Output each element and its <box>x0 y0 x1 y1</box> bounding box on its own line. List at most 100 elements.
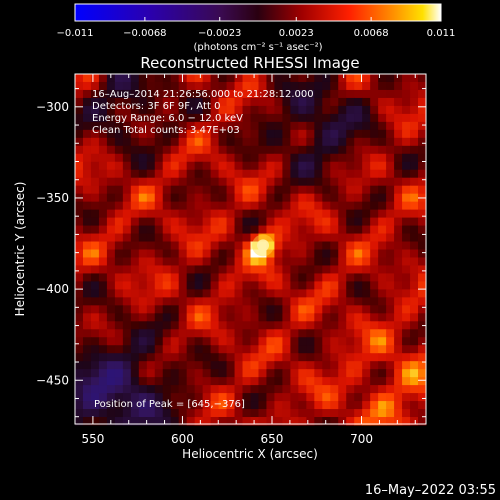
heatmap-cell <box>418 305 427 314</box>
heatmap-cell <box>362 281 371 290</box>
heatmap-cell <box>186 249 196 258</box>
heatmap-cell <box>418 241 427 250</box>
heatmap-cell <box>114 313 124 322</box>
heatmap-cell <box>218 385 227 394</box>
heatmap-cell <box>186 257 196 266</box>
heatmap-cell <box>410 385 419 394</box>
heatmap-cell <box>186 321 196 330</box>
heatmap-cell <box>194 97 204 107</box>
heatmap-cell <box>298 233 307 242</box>
heatmap-cell <box>298 249 307 258</box>
heatmap-cell <box>306 74 315 83</box>
heatmap-cell <box>210 217 219 226</box>
heatmap-cell <box>322 113 331 123</box>
heatmap-cell <box>146 201 156 211</box>
heatmap-cell <box>138 257 148 266</box>
heatmap-cell <box>154 97 164 107</box>
heatmap-cell <box>370 289 379 298</box>
heatmap-cell <box>354 353 363 362</box>
heatmap-cell <box>162 369 172 378</box>
heatmap-cell <box>402 145 411 155</box>
heatmap-cell <box>90 337 100 346</box>
heatmap-cell <box>298 81 307 91</box>
heatmap-cell <box>75 74 84 83</box>
heatmap-cell <box>306 217 315 226</box>
heatmap-cell <box>130 289 140 298</box>
heatmap-cell <box>418 137 427 147</box>
heatmap-cell <box>130 265 140 274</box>
heatmap-cell <box>274 273 283 282</box>
heatmap-cell <box>314 265 323 274</box>
heatmap-cell <box>146 409 156 418</box>
heatmap-cell <box>218 417 227 426</box>
heatmap-cell <box>354 337 363 346</box>
heatmap-cell <box>330 185 339 195</box>
heatmap-cell <box>106 369 116 378</box>
heatmap-cell <box>322 89 331 99</box>
heatmap-cell <box>394 137 403 147</box>
heatmap-cell <box>194 121 204 131</box>
heatmap-cell <box>162 393 172 402</box>
heatmap-cell <box>234 289 243 298</box>
heatmap-cell <box>338 161 347 171</box>
heatmap-cell <box>338 289 347 298</box>
heatmap-cell <box>138 113 148 123</box>
heatmap-cell <box>122 289 132 298</box>
heatmap-cell <box>418 345 427 354</box>
heatmap-cell <box>75 201 84 211</box>
heatmap-cell <box>226 329 235 338</box>
heatmap-cell <box>362 209 371 218</box>
heatmap-cell <box>338 401 347 410</box>
heatmap-cell <box>370 305 379 314</box>
heatmap-cell <box>258 337 267 346</box>
heatmap-cell <box>162 225 172 234</box>
heatmap-cell <box>394 401 403 410</box>
heatmap-cell <box>258 74 267 83</box>
heatmap-cell <box>202 217 212 226</box>
heatmap-cell <box>322 369 331 378</box>
heatmap-cell <box>362 121 371 131</box>
heatmap-cell <box>226 145 235 155</box>
heatmap-cell <box>370 377 379 386</box>
heatmap-cell <box>202 74 212 83</box>
heatmap-cell <box>90 385 100 394</box>
heatmap-cell <box>362 329 371 338</box>
heatmap-cell <box>202 281 212 290</box>
heatmap-cell <box>298 121 307 131</box>
heatmap-cell <box>394 329 403 338</box>
heatmap-cell <box>98 321 108 330</box>
heatmap-cell <box>194 89 204 99</box>
heatmap-cell <box>330 313 339 322</box>
heatmap-cell <box>346 329 355 338</box>
heatmap-cell <box>234 305 243 314</box>
heatmap-cell <box>370 385 379 394</box>
heatmap-cell <box>362 233 371 242</box>
heatmap-cell <box>378 81 387 91</box>
heatmap-cell <box>338 233 347 242</box>
heatmap-cell <box>346 249 355 258</box>
heatmap-cell <box>170 369 180 378</box>
heatmap-cell <box>194 345 204 354</box>
heatmap-cell <box>82 193 92 203</box>
heatmap-cell <box>362 377 371 386</box>
heatmap-cell <box>354 393 363 402</box>
heatmap-cell <box>378 153 387 163</box>
heatmap-cell <box>274 409 283 418</box>
heatmap-cell <box>75 97 84 107</box>
heatmap-cell <box>122 353 132 362</box>
heatmap-cell <box>266 257 275 266</box>
heatmap-cell <box>330 417 339 426</box>
heatmap-cell <box>290 233 299 242</box>
heatmap-cell <box>418 377 427 386</box>
heatmap-cell <box>90 105 100 115</box>
heatmap-cell <box>362 74 371 83</box>
heatmap-cell <box>170 353 180 362</box>
heatmap-cell <box>290 169 299 179</box>
heatmap-cell <box>410 74 419 83</box>
heatmap-cell <box>146 329 156 338</box>
heatmap-cell <box>370 313 379 322</box>
heatmap-cell <box>146 89 156 99</box>
heatmap-cell <box>322 385 331 394</box>
heatmap-cell <box>106 265 116 274</box>
heatmap-cell <box>202 137 212 147</box>
